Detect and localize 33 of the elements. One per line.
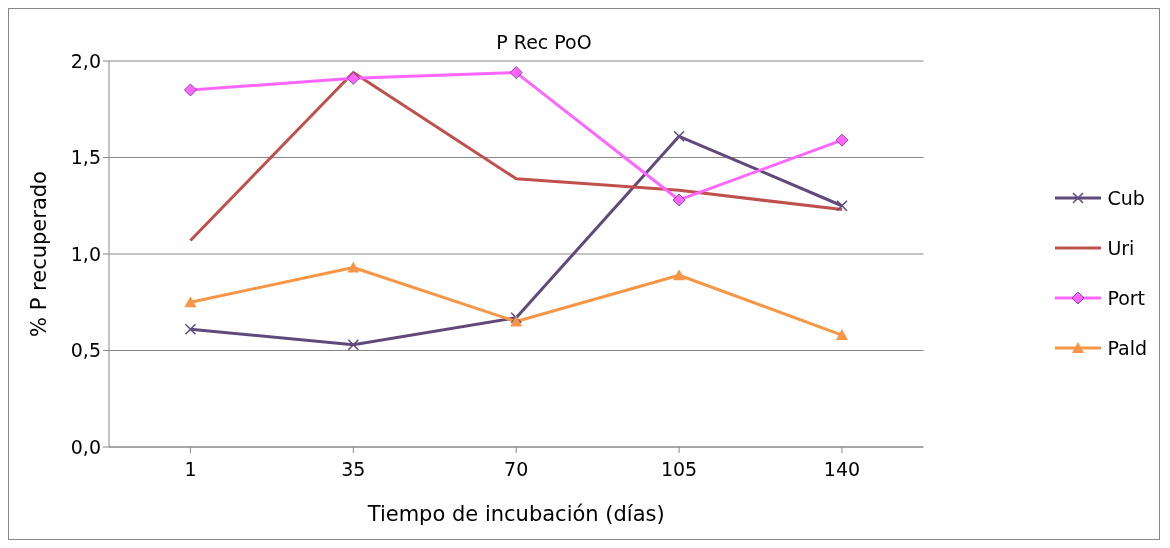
y-tick-label: 1,0 <box>70 242 101 265</box>
point <box>347 261 360 273</box>
x-tick-label: 70 <box>504 458 529 481</box>
point <box>672 193 686 207</box>
point <box>835 133 849 147</box>
x-tick-label: 140 <box>823 458 861 481</box>
y-axis-title: % P recuperado <box>27 171 52 337</box>
point <box>510 311 522 324</box>
point <box>509 66 523 79</box>
legend-label: Port <box>1107 287 1146 309</box>
x-tick-label: 35 <box>341 458 366 481</box>
y-tick-label: 1,5 <box>70 146 101 169</box>
point <box>673 130 685 143</box>
legend-label: Pald <box>1107 337 1147 359</box>
chart-title: P Rec PoO <box>496 31 592 53</box>
legend-label: Cub <box>1107 187 1145 209</box>
y-tick-label: 0,5 <box>70 339 101 362</box>
x-tick-label: 1 <box>184 458 197 481</box>
point <box>347 338 360 351</box>
point <box>836 200 848 212</box>
point <box>346 71 360 85</box>
y-tick-label: 2,0 <box>70 49 101 72</box>
x-axis-title: Tiempo de incubación (días) <box>366 502 665 526</box>
legend-label: Uri <box>1107 237 1135 259</box>
point <box>510 315 523 327</box>
point <box>673 269 686 281</box>
line-series <box>188 71 844 242</box>
point <box>184 83 197 97</box>
point <box>835 329 848 341</box>
point <box>184 323 197 336</box>
y-tick-label: 0,0 <box>70 435 101 458</box>
point <box>184 296 197 308</box>
x-tick-label: 105 <box>660 458 698 481</box>
